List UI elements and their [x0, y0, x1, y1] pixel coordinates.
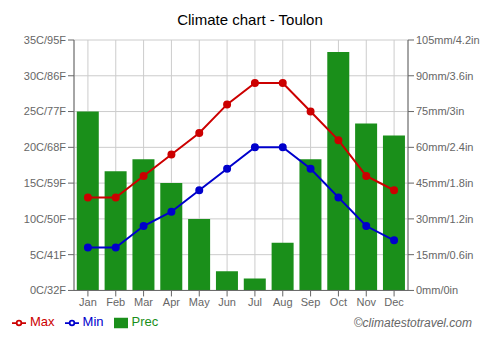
svg-text:60mm/2.4in: 60mm/2.4in: [416, 141, 473, 153]
html-text:Max: Max: [30, 314, 55, 330]
svg-text:Aug: Aug: [273, 296, 293, 308]
svg-text:35C/95F: 35C/95F: [24, 34, 66, 46]
svg-text:Jun: Jun: [218, 296, 236, 308]
svg-text:45mm/1.8in: 45mm/1.8in: [416, 177, 473, 189]
svg-text:15C/59F: 15C/59F: [24, 177, 66, 189]
svg-text:Dec: Dec: [384, 296, 404, 308]
svg-text:75mm/3in: 75mm/3in: [416, 105, 464, 117]
html-text:©climatestotravel.com: ©climatestotravel.com: [353, 316, 472, 330]
svg-text:Feb: Feb: [106, 296, 125, 308]
svg-text:105mm/4.2in: 105mm/4.2in: [416, 34, 480, 46]
svg-text:Oct: Oct: [330, 296, 347, 308]
svg-text:Sep: Sep: [301, 296, 321, 308]
svg-text:30mm/1.2in: 30mm/1.2in: [416, 213, 473, 225]
html-text:Prec: Prec: [131, 314, 159, 330]
svg-text:May: May: [189, 296, 210, 308]
svg-text:Jan: Jan: [79, 296, 97, 308]
svg-text:5C/41F: 5C/41F: [30, 249, 66, 261]
svg-text:25C/77F: 25C/77F: [24, 105, 66, 117]
svg-text:90mm/3.6in: 90mm/3.6in: [416, 70, 473, 82]
html-text:Climate chart - Toulon: Climate chart - Toulon: [177, 11, 323, 28]
svg-text:20C/68F: 20C/68F: [24, 141, 66, 153]
svg-text:Nov: Nov: [356, 296, 376, 308]
svg-text:Jul: Jul: [248, 296, 262, 308]
svg-text:Apr: Apr: [163, 296, 180, 308]
svg-text:Mar: Mar: [134, 296, 153, 308]
svg-text:0C/32F: 0C/32F: [30, 284, 66, 296]
svg-text:0mm/0in: 0mm/0in: [416, 284, 458, 296]
svg-text:30C/86F: 30C/86F: [24, 70, 66, 82]
svg-text:10C/50F: 10C/50F: [24, 213, 66, 225]
svg-text:15mm/0.6in: 15mm/0.6in: [416, 249, 473, 261]
html-text:Min: Min: [82, 314, 104, 330]
